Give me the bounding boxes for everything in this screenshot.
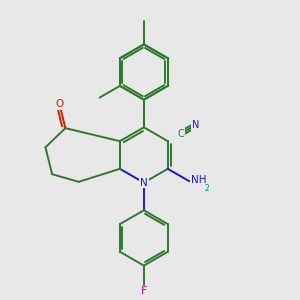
Text: N: N (140, 178, 148, 188)
Text: C: C (178, 129, 184, 139)
Text: NH: NH (191, 175, 206, 185)
Text: F: F (141, 286, 147, 296)
Text: O: O (55, 99, 64, 109)
Text: N: N (192, 120, 199, 130)
Text: 2: 2 (204, 184, 209, 193)
